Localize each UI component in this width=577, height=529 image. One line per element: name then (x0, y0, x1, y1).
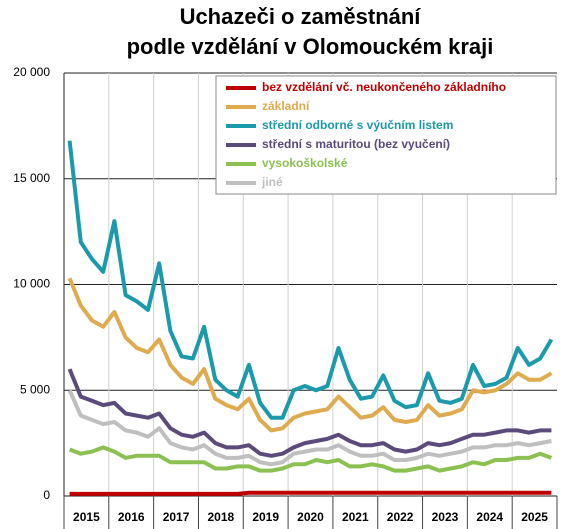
x-tick-label: 2020 (297, 510, 324, 524)
x-tick-label: 2015 (73, 510, 100, 524)
legend-label: vysokoškolské (262, 156, 348, 170)
y-tick-label: 15 000 (13, 171, 50, 185)
y-tick-label: 20 000 (13, 65, 50, 79)
x-tick-label: 2018 (208, 510, 235, 524)
x-tick-label: 2022 (387, 510, 414, 524)
legend-label: střední odborné s výučním listem (262, 118, 453, 132)
x-tick-label: 2023 (432, 510, 459, 524)
x-tick-label: 2024 (476, 510, 503, 524)
x-tick-label: 2017 (163, 510, 190, 524)
chart-title: Uchazeči o zaměstnání (180, 4, 422, 29)
series-line (67, 368, 552, 458)
legend-label: jiné (261, 175, 283, 189)
legend-label: střední s maturitou (bez vyučení) (262, 137, 450, 151)
series-line (67, 140, 554, 420)
x-tick-label: 2021 (342, 510, 369, 524)
series-line (67, 277, 553, 433)
series-line (68, 445, 553, 473)
x-tick-label: 2025 (521, 510, 548, 524)
y-tick-label: 0 (43, 488, 50, 502)
series-line (69, 490, 552, 496)
chart-title: podle vzdělání v Olomouckém kraji (127, 34, 494, 59)
x-tick-label: 2019 (252, 510, 279, 524)
x-tick-label: 2016 (118, 510, 145, 524)
series-line (67, 389, 552, 467)
legend-label: bez vzdělání vč. neukončeného základního (262, 80, 506, 94)
y-tick-label: 5 000 (20, 382, 50, 396)
y-tick-label: 10 000 (13, 277, 50, 291)
legend-label: základní (262, 99, 310, 113)
legend-box (215, 75, 557, 195)
